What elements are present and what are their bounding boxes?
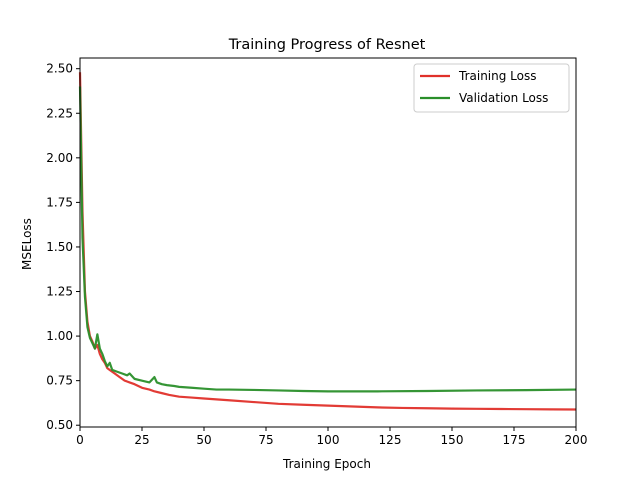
y-tick-label: 2.00 [46,151,73,165]
x-tick-label: 50 [196,433,211,447]
x-tick-label: 200 [565,433,588,447]
y-tick-label: 0.75 [46,374,73,388]
series-line-validation-loss [78,86,577,393]
legend-label-training-loss: Training Loss [458,69,536,83]
x-tick-label: 125 [379,433,402,447]
legend-label-validation-loss: Validation Loss [459,91,548,105]
y-axis: 0.50 0.75 1.00 1.25 1.50 1.75 2.00 2.25 2.50 [46,62,80,432]
y-tick-label: 2.25 [46,106,73,120]
x-tick-label: 100 [317,433,340,447]
y-tick-label: 1.00 [46,329,73,343]
y-tick-label: 1.50 [46,240,73,254]
legend: Training Loss Validation Loss [413,63,570,113]
chart-title: Training Progress of Resnet [228,37,426,53]
x-axis: 0 25 50 75 100 125 150 175 200 [76,427,587,447]
x-tick-label: 75 [258,433,273,447]
y-tick-label: 2.50 [46,62,73,76]
legend-box [413,63,570,113]
x-tick-label: 0 [76,433,84,447]
x-tick-label: 150 [441,433,464,447]
x-tick-label: 175 [503,433,526,447]
y-tick-label: 1.25 [46,285,73,299]
series-line-training-loss [78,72,577,411]
y-tick-label: 1.75 [46,195,73,209]
y-tick-label: 0.50 [46,418,73,432]
y-axis-label: MSELoss [20,218,34,270]
x-axis-label: Training Epoch [282,457,371,471]
plot-frame [79,57,577,428]
series-lines [78,72,577,411]
x-tick-label: 25 [134,433,149,447]
